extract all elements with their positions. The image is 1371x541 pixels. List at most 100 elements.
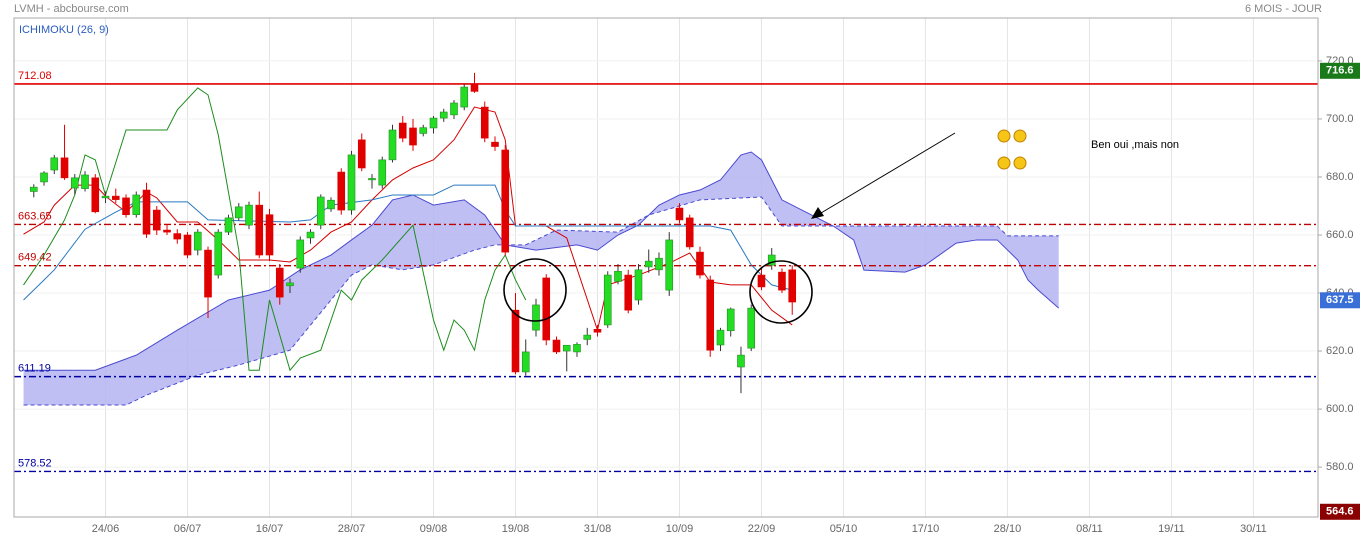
candle-body [101,195,110,199]
candle-body [480,106,489,139]
x-tick-label: 28/07 [338,523,366,535]
price-tag [1320,503,1360,520]
candle-body [316,196,325,226]
candle-body [132,194,141,215]
y-tick-label: 700.0 [1326,113,1354,125]
candle-body [788,269,797,303]
y-tick-label: 660.0 [1326,229,1354,241]
x-tick-label: 10/09 [666,523,694,535]
x-tick-label: 09/08 [420,523,448,535]
candle-body [173,233,182,240]
candle-body [357,139,366,169]
candle-body [214,231,223,276]
candle-body [378,159,387,186]
indicator-line [23,184,793,301]
candle-body [163,229,171,233]
plot-frame [13,17,1319,518]
candle-body [245,204,253,226]
candle-body [552,339,561,353]
indicator-label: ICHIMOKU (26, 9) [19,24,109,36]
candle-body [327,199,335,210]
x-tick-label: 16/07 [256,523,284,535]
x-tick-label: 24/06 [92,523,120,535]
emoji-group [997,129,1027,170]
cloud-fill [23,152,1059,406]
cloud [23,151,1060,406]
price-tag [1320,62,1360,79]
annotation: Ben oui ,mais non [1091,139,1179,151]
candle-body [50,157,59,171]
candle-body [142,189,151,235]
candle-body [91,177,100,213]
candle-body [685,217,694,248]
x-tick-label: 19/11 [1158,523,1185,535]
candle-body [470,83,479,92]
candle-body [460,86,469,108]
candle-body [583,334,592,340]
arrow [815,132,956,217]
candle-body [757,274,766,288]
candle-body [255,204,264,256]
candle-body [204,249,212,298]
candle-body [29,186,38,192]
candle-body [562,344,571,352]
candle-body [778,271,786,291]
y-tick-label: 620.0 [1326,345,1354,357]
cloud-span-a [23,151,1060,371]
candle-body [122,197,130,215]
candle-body [747,307,756,349]
candle-body [337,171,346,211]
candle-body [767,254,776,266]
price-tag-label: 637.5 [1326,294,1354,306]
candle-body [450,102,458,116]
candle-body [716,329,725,346]
candle-body [40,172,48,183]
candle-body [193,231,202,251]
candle-body [501,149,510,253]
header-left: LVMH - abcbourse.com [14,3,129,15]
candle-body [152,209,161,231]
x-tick-label: 19/08 [502,523,530,535]
candle-body [511,309,520,373]
candle-body [696,251,704,276]
candle-body [706,279,715,351]
y-tick-label: 580.0 [1326,461,1354,473]
candle-body [665,239,674,291]
candle-body [634,269,643,301]
candle-body [347,154,356,211]
candle-body [429,117,438,129]
candle-body [224,217,233,233]
candle-body [306,231,315,239]
indicator-line [23,87,527,372]
candle-body [521,351,530,373]
candle-body [737,354,745,368]
candle-body [573,344,581,353]
candle-body [593,328,602,333]
candle-body [296,239,305,269]
emoji [997,129,1011,143]
candle-body [286,282,294,287]
candle-body [655,257,663,271]
candle-body [726,308,735,332]
header-right: 6 MOIS - JOUR [1245,3,1322,15]
candle-body [409,127,417,146]
x-tick-label: 05/10 [830,523,858,535]
candle-body [81,174,89,189]
x-tick-label: 22/09 [748,523,776,535]
price-tag [1320,292,1360,309]
candle-body [111,195,120,200]
x-tick-label: 06/07 [174,523,202,535]
candle-body [398,122,407,139]
candle-body [70,177,79,189]
highlight-circle [503,258,567,322]
candle-body [644,260,653,268]
price-tag-label: 564.6 [1326,506,1354,518]
candle-body [439,111,448,119]
level-label: 712.08 [18,70,52,82]
y-tick-label: 600.0 [1326,403,1354,415]
level-label: 649.42 [18,252,52,264]
x-tick-label: 31/08 [584,523,612,535]
